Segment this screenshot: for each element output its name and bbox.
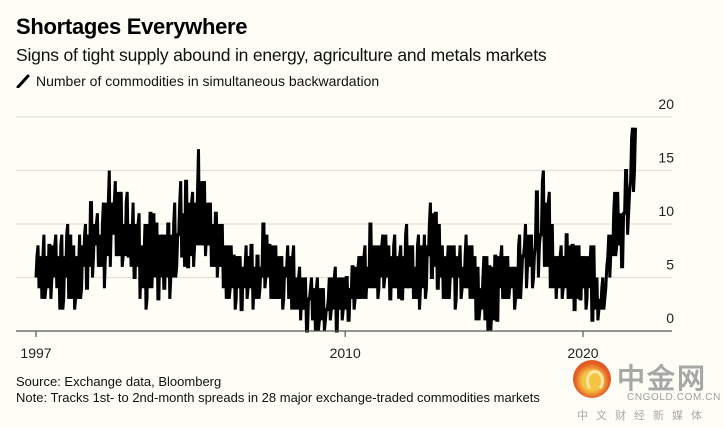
x-tick-label: 2020 — [567, 345, 598, 361]
source-text: Source: Exchange data, Bloomberg — [16, 374, 222, 389]
footnotes: Source: Exchange data, Bloomberg Note: T… — [16, 374, 540, 406]
legend-label: Number of commodities in simultaneous ba… — [36, 73, 380, 89]
chart-title: Shortages Everywhere — [16, 14, 248, 39]
series-line — [34, 127, 637, 333]
y-tick-label: 15 — [658, 150, 674, 166]
chart-subtitle: Signs of tight supply abound in energy, … — [16, 45, 547, 65]
watermark-tagline: 中文财经新媒体 — [577, 409, 710, 422]
x-axis: 1997 2010 2020 — [16, 330, 672, 361]
x-tick-label: 1997 — [20, 345, 51, 361]
legend: Number of commodities in simultaneous ba… — [16, 73, 379, 89]
note-text: Note: Tracks 1st- to 2nd-month spreads i… — [16, 390, 540, 405]
series-group — [34, 127, 637, 333]
y-axis: 0 5 10 15 20 — [658, 96, 674, 326]
y-tick-label: 10 — [658, 203, 674, 219]
watermark-logo-icon — [573, 360, 611, 398]
x-tick-label: 2010 — [330, 345, 361, 361]
y-tick-label: 0 — [666, 310, 674, 326]
y-tick-label: 5 — [666, 257, 674, 273]
watermark-name: 中金网 — [617, 362, 708, 395]
watermark: 中金网 CNGOLD.COM.CN 中文财经新媒体 — [567, 355, 724, 428]
legend-line-icon — [16, 74, 30, 88]
watermark-domain: CNGOLD.COM.CN — [627, 392, 721, 403]
y-tick-label: 20 — [658, 96, 674, 112]
